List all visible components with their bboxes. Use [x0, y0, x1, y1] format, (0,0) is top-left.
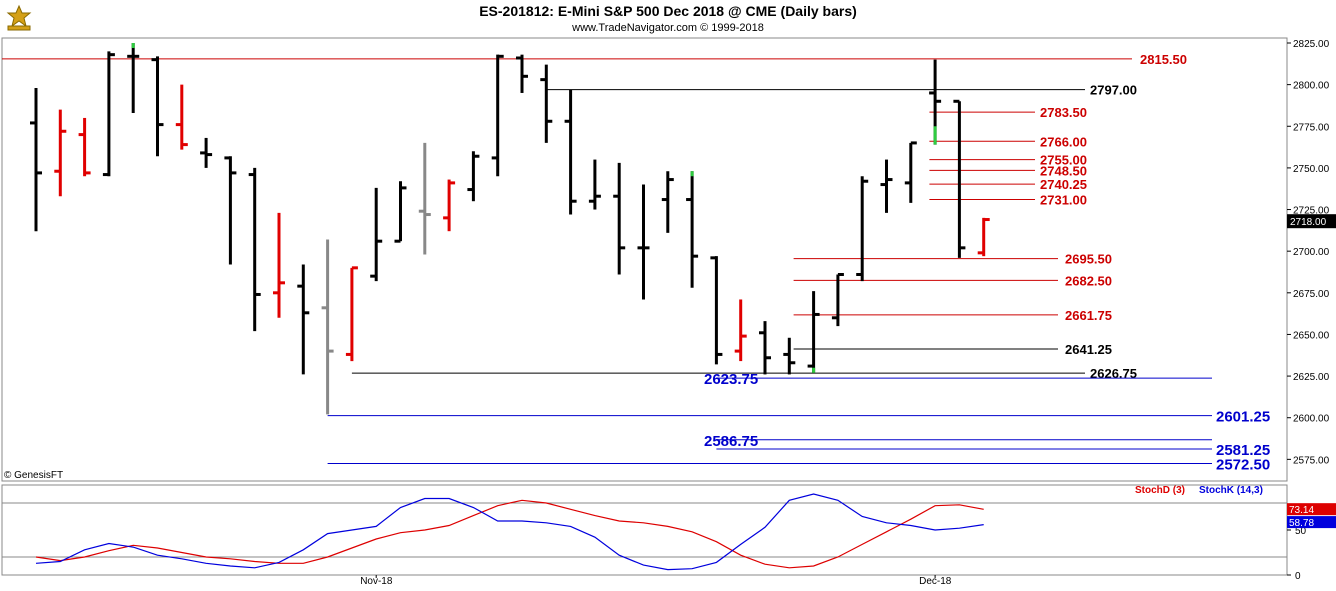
level-label: 2626.75	[1090, 366, 1137, 381]
price-tick-label: 2600.00	[1293, 414, 1330, 425]
x-tick-label: Nov-18	[360, 576, 393, 587]
level-label: 2740.25	[1040, 177, 1087, 192]
level-label: 2755.00	[1040, 153, 1087, 168]
level-label: 2682.50	[1065, 273, 1112, 288]
stoch-d-badge	[1287, 503, 1336, 516]
level-label: 2623.75	[704, 371, 758, 388]
last-price-label: 2718.00	[1290, 217, 1327, 228]
level-label: 2695.50	[1065, 252, 1112, 267]
stoch-legend-d: StochD (3)	[1135, 485, 1185, 496]
price-tick-label: 2700.00	[1293, 247, 1330, 258]
stoch-k-line	[35, 493, 984, 571]
price-tick-label: 2775.00	[1293, 122, 1330, 133]
price-tick-label: 2750.00	[1293, 164, 1330, 175]
price-tick-label: 2675.00	[1293, 289, 1330, 300]
stoch-k-badge	[1287, 516, 1336, 529]
level-label: 2601.25	[1216, 409, 1270, 426]
level-label: 2572.50	[1216, 457, 1270, 474]
level-label: 2797.00	[1090, 83, 1137, 98]
level-label: 2766.00	[1040, 134, 1087, 149]
level-label: 2661.75	[1065, 308, 1112, 323]
stoch-d-value: 73.14	[1289, 505, 1314, 516]
level-label: 2586.75	[704, 433, 758, 450]
stoch-tick-label: 50	[1295, 526, 1307, 537]
price-tick-label: 2575.00	[1293, 455, 1330, 466]
last-price-badge	[1287, 214, 1336, 229]
chart-subtitle: www.TradeNavigator.com © 1999-2018	[572, 22, 764, 34]
price-tick-label: 2800.00	[1293, 81, 1330, 92]
price-tick-label: 2825.00	[1293, 39, 1330, 50]
level-label: 2731.00	[1040, 193, 1087, 208]
level-label: 2783.50	[1040, 105, 1087, 120]
level-label: 2748.50	[1040, 163, 1087, 178]
stoch-tick-label: 0	[1295, 571, 1301, 582]
stoch-d-line	[35, 499, 984, 569]
level-label: 2815.50	[1140, 52, 1187, 67]
price-panel-frame	[1, 37, 1288, 482]
price-tick-label: 2650.00	[1293, 330, 1330, 341]
genesis-logo-icon	[4, 4, 34, 32]
level-label: 2641.25	[1065, 342, 1112, 357]
chart-title: ES-201812: E-Mini S&P 500 Dec 2018 @ CME…	[479, 3, 857, 19]
x-tick-label: Dec-18	[919, 576, 952, 587]
price-tick-label: 2625.00	[1293, 372, 1330, 383]
price-tick-label: 2725.00	[1293, 206, 1330, 217]
stoch-k-value: 58.78	[1289, 518, 1314, 529]
stoch-legend-k: StochK (14,3)	[1199, 485, 1263, 496]
copyright-label: © GenesisFT	[4, 470, 64, 481]
level-label: 2581.25	[1216, 442, 1270, 459]
